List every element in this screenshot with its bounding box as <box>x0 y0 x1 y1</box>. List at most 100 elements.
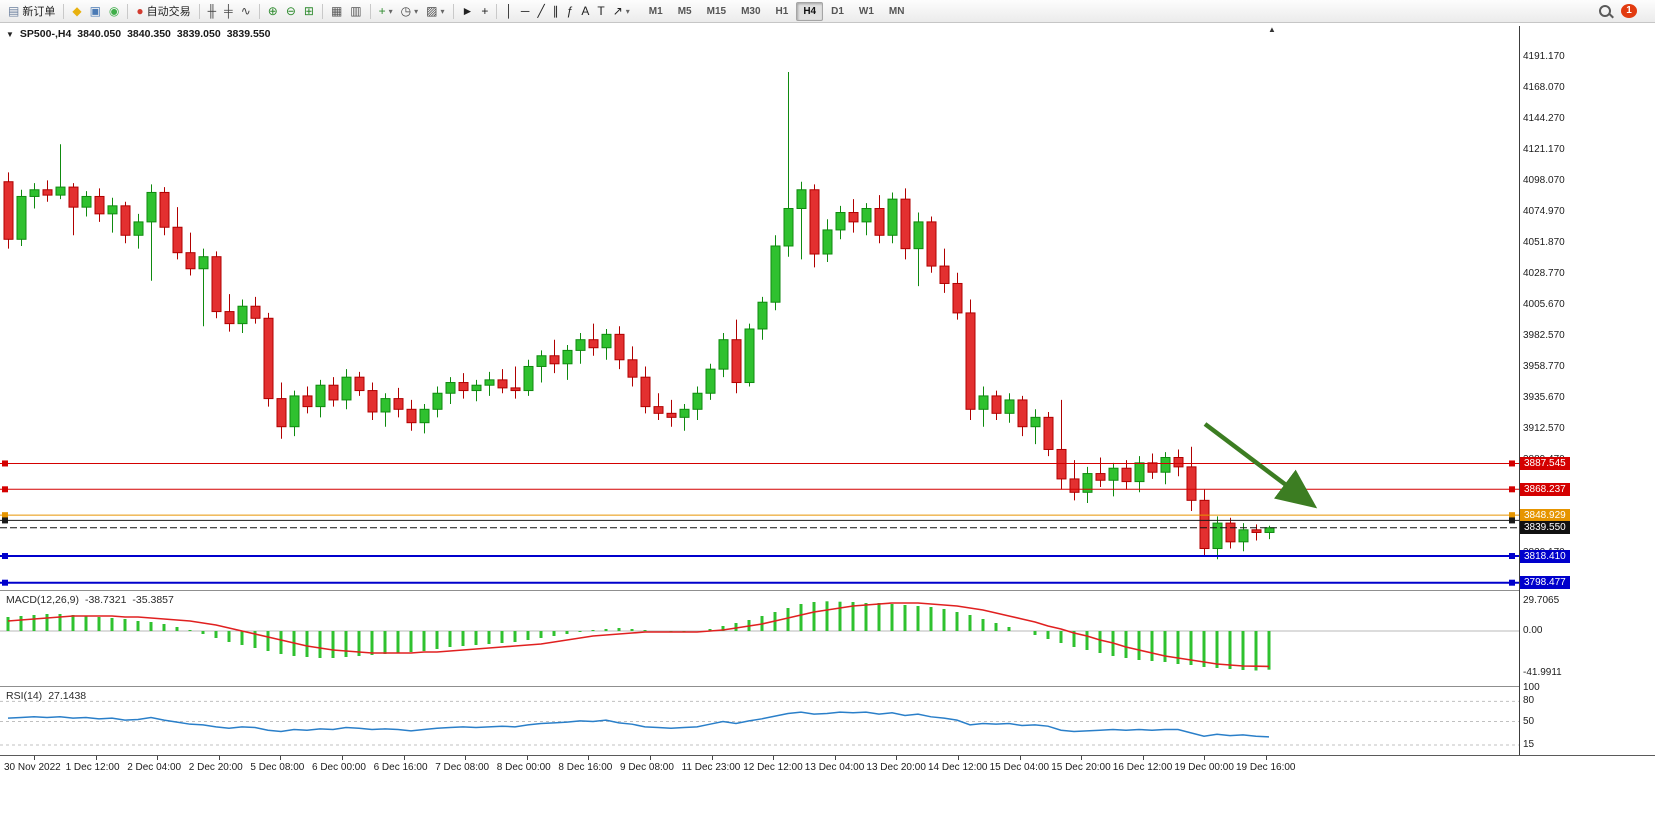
trendline-tool-icon: ╱ <box>537 4 545 18</box>
time-axis-tick <box>958 756 959 760</box>
toolbar-button-crosshair-tool[interactable]: + <box>477 3 492 19</box>
macd-axis-label: 0.00 <box>1523 625 1543 636</box>
time-axis-tick <box>773 756 775 760</box>
toolbar-separator <box>496 3 498 19</box>
price-axis-label: 3912.570 <box>1523 423 1565 434</box>
new-order-label: 新订单 <box>22 6 56 18</box>
timeframe-mn[interactable]: MN <box>888 5 905 17</box>
hline-price-label: 3848.929 <box>1520 508 1570 522</box>
timeframe-m1[interactable]: M1 <box>648 5 663 17</box>
candlestick-mode-icon: ╪ <box>224 4 233 18</box>
toolbar-button-line-chart-mode[interactable]: ∿ <box>237 3 255 19</box>
timeframe-m30[interactable]: M30 <box>741 5 761 17</box>
fibonacci-tool-icon: ƒ <box>566 4 574 18</box>
price-axis-label: 4191.170 <box>1523 51 1565 62</box>
toolbar-button-autotrading[interactable]: ● 自动交易 <box>132 1 194 21</box>
time-axis-label: 2 Dec 20:00 <box>188 762 243 773</box>
pane-separator[interactable] <box>0 590 1655 591</box>
chart-ohlc-header: ▼ SP500-,H4 3840.050 3840.350 3839.050 3… <box>6 28 270 40</box>
main-price-chart[interactable] <box>0 26 1519 590</box>
notification-badge[interactable]: 1 <box>1621 4 1637 18</box>
toolbar-separator <box>369 3 371 19</box>
toolbar-button-trendline-tool[interactable]: ╱ <box>533 3 548 19</box>
macd-signal-value: -35.3857 <box>132 594 174 606</box>
toolbar-button-text-tool[interactable]: A <box>577 3 593 19</box>
toolbar-button-cursor-tool[interactable]: ► <box>458 3 478 19</box>
toolbar-button-arrows-tool[interactable]: ↗ ▾ <box>609 3 634 19</box>
dropdown-caret-icon: ▾ <box>388 6 393 16</box>
toolbar-button-periods[interactable]: ◷ ▾ <box>397 3 423 19</box>
toolbar-separator <box>258 3 260 19</box>
price-axis-label: 4098.070 <box>1523 175 1565 186</box>
toolbar-button-vertical-line-tool[interactable]: │ <box>501 3 517 19</box>
toolbar-button-bar-chart-mode[interactable]: ╫ <box>204 3 221 19</box>
time-axis-tick <box>650 756 651 760</box>
toolbar-button-refresh[interactable]: ◉ <box>105 3 123 19</box>
time-axis-tick <box>896 756 898 760</box>
time-axis-tick <box>1266 756 1267 760</box>
panel-collapse-icon[interactable]: ▲ <box>1268 25 1276 34</box>
time-axis-label: 15 Dec 20:00 <box>1051 762 1111 773</box>
hline-price-label: 3868.237 <box>1520 482 1570 496</box>
price-axis-label: 3982.570 <box>1523 330 1565 341</box>
rsi-pane[interactable] <box>0 688 1519 755</box>
toolbar-button-channel-tool[interactable]: ∥ <box>549 3 563 19</box>
timeframe-h1[interactable]: H1 <box>775 5 789 17</box>
toolbar-button-charts-shortcut[interactable]: ◆ <box>68 3 85 19</box>
time-axis-label: 14 Dec 12:00 <box>928 762 988 773</box>
price-axis[interactable]: 4191.170 4168.070 4144.270 4121.170 4098.070… <box>1519 26 1655 755</box>
time-axis-label: 16 Dec 12:00 <box>1112 762 1173 773</box>
price-axis-label: 4074.970 <box>1523 206 1565 217</box>
rsi-title: RSI(14) <box>6 690 43 702</box>
time-axis-label: 11 Dec 23:00 <box>681 762 741 773</box>
rsi-axis-label: 15 <box>1523 738 1535 750</box>
toolbar-button-label-tool[interactable]: T <box>593 3 608 19</box>
zoom-out-icon: ⊖ <box>285 4 296 18</box>
toolbar-button-horizontal-line-tool[interactable]: ─ <box>517 3 534 19</box>
timeframe-w1[interactable]: W1 <box>858 5 874 17</box>
toolbar-button-arrange-windows[interactable]: ▦ <box>327 3 346 19</box>
time-axis-tick <box>218 756 220 760</box>
toolbar-separator <box>198 3 200 19</box>
timeframe-m5[interactable]: M5 <box>677 5 692 17</box>
toolbar-button-candlestick-mode[interactable]: ╪ <box>220 3 237 19</box>
timeframe-d1[interactable]: D1 <box>831 5 844 17</box>
toolbar-button-zoom-in[interactable]: ⊕ <box>264 3 282 19</box>
rsi-axis-label: 80 <box>1523 695 1535 707</box>
one-click-trading-arrow-icon[interactable]: ▼ <box>6 29 14 39</box>
toolbar-separator <box>127 3 129 19</box>
time-axis[interactable]: 30 Nov 2022 1 Dec 12:00 2 Dec 04:00 2 Dec 2… <box>0 755 1655 823</box>
toolbar-button-templates[interactable]: ▨ ▾ <box>422 3 448 19</box>
line-chart-mode-icon: ∿ <box>240 4 251 18</box>
hline-price-label: 3798.477 <box>1520 576 1570 590</box>
timeframe-h4[interactable]: H4 <box>796 1 824 21</box>
toolbar-separator <box>452 3 454 19</box>
crosshair-tool-icon: + <box>481 4 489 18</box>
rsi-axis-label: 50 <box>1523 715 1535 727</box>
autotrading-label: 自动交易 <box>146 6 191 18</box>
search-icon[interactable] <box>1599 5 1611 17</box>
time-axis-label: 12 Dec 12:00 <box>743 762 803 773</box>
macd-pane[interactable] <box>0 592 1519 686</box>
dropdown-caret-icon: ▾ <box>440 6 445 16</box>
time-axis-label: 15 Dec 04:00 <box>989 762 1050 773</box>
toolbar-button-cascade-windows[interactable]: ▥ <box>346 3 365 19</box>
toolbar-button-tile-windows[interactable]: ⊞ <box>300 3 318 19</box>
templates-icon: ▨ <box>426 4 438 18</box>
charts-shortcut-icon: ◆ <box>72 4 82 18</box>
toolbar-button-zoom-out[interactable]: ⊖ <box>282 3 300 19</box>
toolbar-button-profile[interactable]: ▣ <box>86 3 105 19</box>
time-axis-label: 8 Dec 00:00 <box>496 762 551 773</box>
cursor-tool-icon: ► <box>461 4 474 18</box>
chart-area-background[interactable] <box>0 22 1655 823</box>
price-axis-label: 4005.670 <box>1523 299 1565 310</box>
timeframe-m15[interactable]: M15 <box>706 5 727 17</box>
toolbar-button-fibonacci-tool[interactable]: ƒ <box>563 3 578 19</box>
time-axis-tick <box>526 756 528 760</box>
toolbar-button-new-order[interactable]: ▤ 新订单 <box>4 1 59 21</box>
time-axis-tick <box>1142 756 1144 760</box>
pane-separator[interactable] <box>0 686 1655 687</box>
current-price-label: 3839.550 <box>1520 521 1570 535</box>
toolbar-button-add-indicator[interactable]: + ▾ <box>375 3 397 19</box>
time-axis-tick <box>157 756 159 760</box>
